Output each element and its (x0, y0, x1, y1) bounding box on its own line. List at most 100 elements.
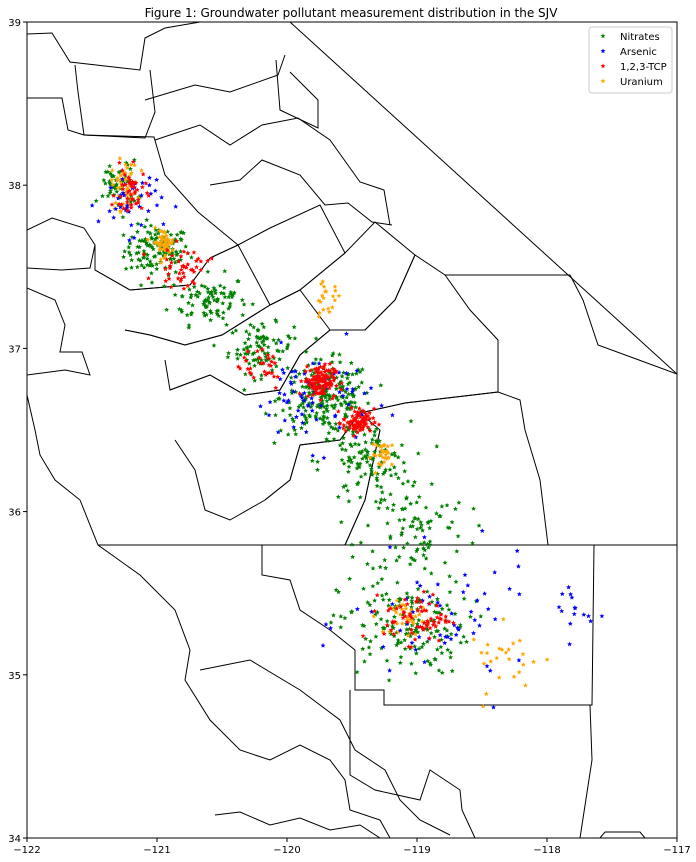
measurement-point-uranium (479, 650, 484, 655)
measurement-point-nitrates (338, 519, 344, 525)
measurement-point-nitrates (389, 451, 395, 457)
measurement-point-nitrates (338, 624, 344, 630)
measurement-point-nitrates (360, 646, 366, 651)
measurement-point-nitrates (148, 234, 154, 240)
measurement-point-1-2-3-tcp (266, 370, 272, 375)
south-county-outline-3 (579, 704, 593, 838)
measurement-point-1-2-3-tcp (443, 619, 449, 625)
measurement-point-nitrates (405, 478, 411, 484)
measurement-point-arsenic (487, 668, 493, 673)
measurement-point-1-2-3-tcp (264, 370, 270, 376)
measurement-point-1-2-3-tcp (360, 416, 365, 422)
measurement-point-1-2-3-tcp (352, 422, 358, 428)
measurement-point-uranium (322, 289, 328, 294)
measurement-point-arsenic (599, 613, 605, 619)
measurement-point-1-2-3-tcp (404, 601, 410, 607)
measurement-point-1-2-3-tcp (436, 619, 442, 625)
measurement-point-arsenic (456, 627, 462, 632)
measurement-point-nitrates (179, 229, 184, 235)
south-county-outline (199, 659, 451, 836)
measurement-point-nitrates (330, 350, 336, 356)
measurement-point-nitrates (121, 254, 126, 259)
measurement-point-1-2-3-tcp (431, 619, 437, 624)
measurement-point-uranium (394, 598, 400, 603)
measurement-point-arsenic (120, 176, 125, 182)
measurement-point-1-2-3-tcp (310, 381, 316, 387)
measurement-point-nitrates (345, 381, 351, 387)
measurement-point-uranium (118, 172, 124, 177)
measurement-point-nitrates (401, 517, 407, 522)
measurement-point-nitrates (425, 658, 431, 664)
measurement-point-uranium (319, 293, 325, 298)
measurement-point-arsenic (460, 589, 466, 595)
measurement-point-nitrates (144, 256, 150, 261)
measurement-point-uranium (128, 171, 133, 177)
measurement-point-nitrates (145, 242, 150, 248)
measurement-point-nitrates (346, 401, 352, 406)
measurement-point-nitrates (339, 457, 345, 463)
measurement-point-1-2-3-tcp (427, 625, 433, 631)
measurement-point-nitrates (398, 596, 404, 602)
measurement-point-1-2-3-tcp (191, 249, 197, 255)
measurement-point-nitrates (378, 500, 383, 505)
coast-outline (27, 394, 391, 838)
measurement-point-1-2-3-tcp (318, 369, 324, 375)
state-boundary-line (289, 22, 677, 375)
measurement-point-nitrates (215, 297, 221, 303)
measurement-point-nitrates (374, 426, 379, 431)
measurement-point-nitrates (396, 554, 402, 559)
measurement-point-1-2-3-tcp (318, 397, 323, 403)
measurement-point-1-2-3-tcp (428, 616, 434, 621)
measurement-point-nitrates (434, 443, 440, 449)
measurement-point-nitrates (414, 548, 420, 554)
x-tick-label: −118 (533, 845, 560, 856)
measurement-point-nitrates (434, 628, 439, 634)
measurement-point-nitrates (114, 189, 120, 194)
measurement-point-nitrates (149, 244, 155, 250)
measurement-point-nitrates (344, 394, 350, 400)
measurement-point-arsenic (482, 591, 488, 596)
measurement-point-nitrates (304, 419, 310, 425)
measurement-point-nitrates (289, 390, 295, 396)
measurement-point-uranium (409, 618, 415, 624)
measurement-point-arsenic (278, 339, 284, 345)
measurement-point-1-2-3-tcp (174, 238, 180, 244)
county-boundaries (27, 22, 677, 838)
measurement-point-uranium (382, 449, 388, 454)
measurement-point-1-2-3-tcp (360, 408, 366, 413)
measurement-point-nitrates (400, 481, 406, 486)
measurement-point-nitrates (147, 258, 153, 264)
measurement-point-arsenic (107, 208, 113, 214)
measurement-point-arsenic (139, 192, 144, 198)
measurement-point-1-2-3-tcp (146, 275, 151, 281)
legend-marker (600, 78, 606, 84)
measurement-point-1-2-3-tcp (355, 409, 361, 415)
measurement-point-nitrates (470, 540, 475, 546)
measurement-point-nitrates (222, 294, 228, 300)
measurement-point-arsenic (559, 591, 565, 596)
measurement-point-nitrates (363, 439, 368, 445)
measurement-point-arsenic (337, 424, 342, 430)
measurement-point-nitrates (303, 417, 309, 422)
measurement-point-uranium (113, 200, 119, 205)
measurement-point-nitrates (238, 352, 243, 357)
measurement-point-nitrates (409, 598, 415, 604)
measurement-point-nitrates (362, 453, 368, 459)
measurement-point-arsenic (350, 389, 355, 394)
measurement-point-1-2-3-tcp (351, 416, 357, 422)
measurement-point-nitrates (201, 298, 207, 304)
measurement-point-nitrates (429, 599, 435, 604)
measurement-point-1-2-3-tcp (412, 636, 418, 642)
measurement-point-arsenic (316, 361, 322, 366)
measurement-point-uranium (500, 616, 506, 622)
measurement-point-nitrates (107, 163, 113, 169)
measurement-point-uranium (394, 621, 400, 626)
measurement-point-1-2-3-tcp (407, 611, 413, 617)
measurement-point-uranium (159, 235, 165, 241)
measurement-point-uranium (162, 253, 168, 258)
measurement-point-arsenic (291, 424, 297, 430)
north-county-outline-5 (154, 117, 391, 226)
measurement-point-nitrates (426, 544, 431, 550)
measurement-point-arsenic (286, 398, 291, 403)
measurement-point-nitrates (457, 622, 463, 628)
